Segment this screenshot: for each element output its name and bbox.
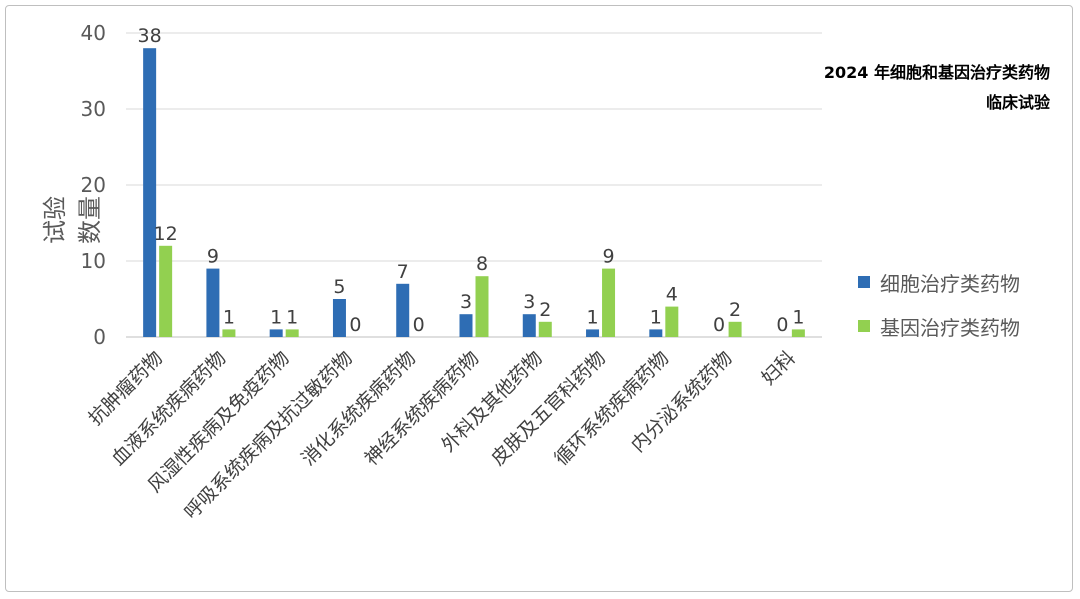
legend-label-gene: 基因治疗类药物 bbox=[880, 315, 1020, 340]
bar bbox=[459, 314, 473, 337]
bar bbox=[665, 306, 679, 337]
data-label: 3 bbox=[460, 291, 472, 313]
bar bbox=[159, 245, 173, 337]
bar bbox=[269, 329, 283, 337]
y-tick-label: 10 bbox=[81, 249, 106, 273]
bar bbox=[728, 321, 742, 337]
y-axis: 0 10 20 30 40 bbox=[81, 21, 106, 349]
data-label: 0 bbox=[776, 314, 788, 336]
bar bbox=[586, 329, 600, 337]
x-tick-label: 神经系统疾病药物 bbox=[360, 347, 483, 470]
data-label: 0 bbox=[349, 314, 361, 336]
bar bbox=[475, 276, 489, 337]
chart-frame bbox=[5, 5, 1073, 592]
bar bbox=[285, 329, 299, 337]
bar bbox=[602, 268, 616, 337]
data-label: 5 bbox=[333, 276, 345, 298]
chart-title-line-2: 临床试验 bbox=[985, 93, 1050, 112]
data-label: 9 bbox=[602, 246, 614, 268]
data-label: 4 bbox=[666, 284, 678, 306]
bar bbox=[396, 283, 410, 337]
data-label: 1 bbox=[286, 306, 298, 328]
data-label: 1 bbox=[792, 306, 804, 328]
x-tick-label: 血液系统疾病药物 bbox=[107, 347, 230, 470]
bar bbox=[791, 329, 805, 337]
legend-swatch-gene bbox=[858, 320, 870, 332]
x-tick-label: 皮肤及五官科药物 bbox=[487, 347, 610, 470]
y-tick-label: 20 bbox=[81, 173, 106, 197]
bar bbox=[649, 329, 663, 337]
bar bbox=[538, 321, 552, 337]
x-tick-label: 妇科 bbox=[757, 347, 799, 389]
data-label: 1 bbox=[270, 306, 282, 328]
bar bbox=[206, 268, 220, 337]
x-tick-label: 循环系统疾病药物 bbox=[550, 347, 673, 470]
data-label: 8 bbox=[476, 253, 488, 275]
y-tick-label: 0 bbox=[93, 325, 106, 349]
x-axis: 抗肿瘤药物血液系统疾病药物风湿性疾病及免疫药物呼吸系统疾病及抗过敏药物消化系统疾… bbox=[84, 347, 799, 524]
bar bbox=[143, 48, 157, 337]
bar bbox=[522, 314, 536, 337]
data-label: 9 bbox=[207, 246, 219, 268]
bars bbox=[143, 48, 805, 337]
data-label: 2 bbox=[729, 299, 741, 321]
data-label: 38 bbox=[138, 25, 162, 47]
data-label: 1 bbox=[586, 306, 598, 328]
y-tick-label: 30 bbox=[81, 97, 106, 121]
y-axis-title: 试验数量 bbox=[41, 196, 104, 244]
gridlines bbox=[126, 32, 822, 338]
data-label: 3 bbox=[523, 291, 535, 313]
legend-item-cell: 细胞治疗类药物 bbox=[858, 260, 1020, 304]
bar bbox=[332, 299, 346, 337]
data-label: 0 bbox=[713, 314, 725, 336]
y-tick-label: 40 bbox=[81, 21, 106, 45]
data-label: 7 bbox=[397, 261, 409, 283]
data-label: 2 bbox=[539, 299, 551, 321]
data-label: 12 bbox=[154, 223, 178, 245]
chart-title: 2024 年细胞和基因治疗类药物 临床试验 bbox=[824, 58, 1050, 118]
chart-title-line-1: 2024 年细胞和基因治疗类药物 bbox=[823, 63, 1050, 82]
data-label: 1 bbox=[223, 306, 235, 328]
legend-item-gene: 基因治疗类药物 bbox=[858, 304, 1020, 348]
data-label: 0 bbox=[413, 314, 425, 336]
data-label: 1 bbox=[650, 306, 662, 328]
legend: 细胞治疗类药物 基因治疗类药物 bbox=[858, 260, 1020, 348]
x-tick-label: 消化系统疾病药物 bbox=[297, 347, 420, 470]
bar bbox=[222, 329, 236, 337]
legend-label-cell: 细胞治疗类药物 bbox=[880, 271, 1020, 296]
legend-swatch-cell bbox=[858, 276, 870, 288]
